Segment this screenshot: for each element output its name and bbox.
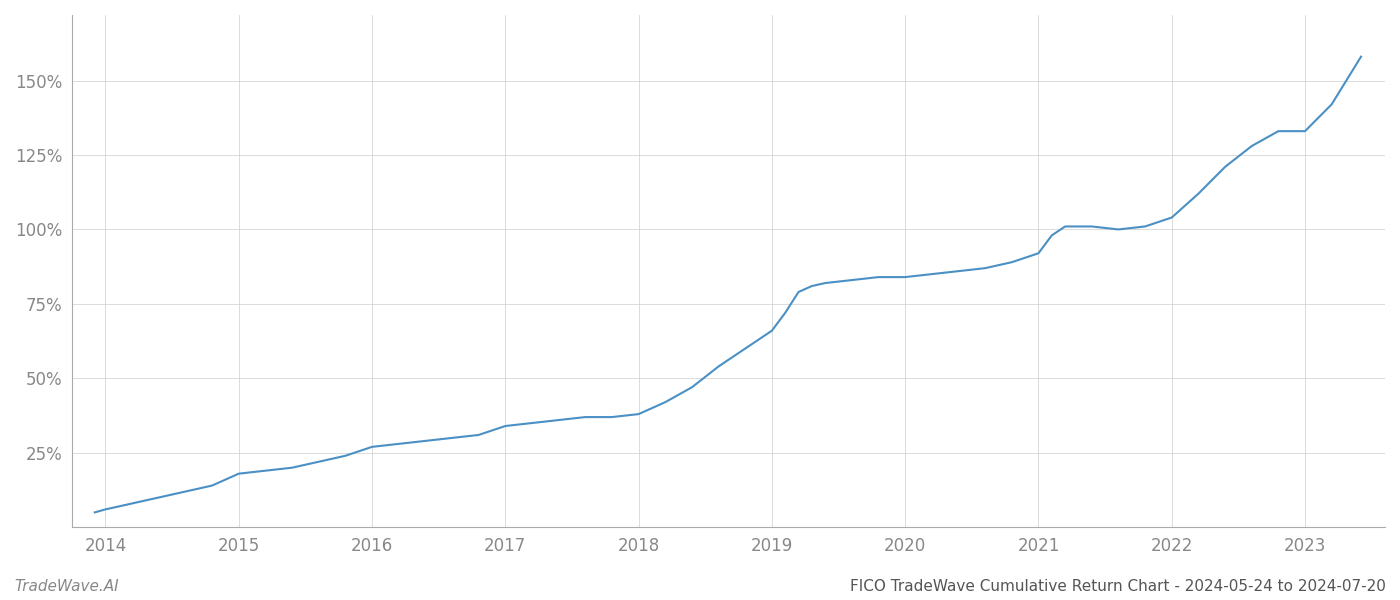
Text: FICO TradeWave Cumulative Return Chart - 2024-05-24 to 2024-07-20: FICO TradeWave Cumulative Return Chart -…	[850, 579, 1386, 594]
Text: TradeWave.AI: TradeWave.AI	[14, 579, 119, 594]
